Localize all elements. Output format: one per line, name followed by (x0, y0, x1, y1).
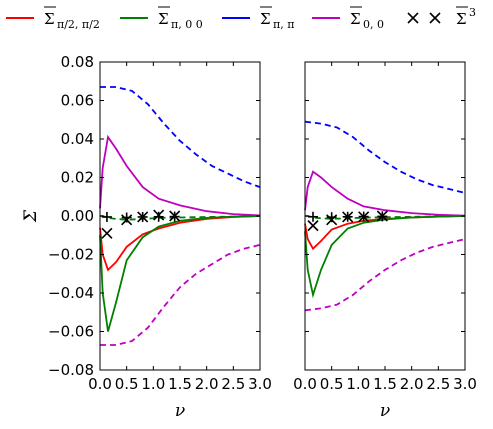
x-tick-label: 2.5 (221, 375, 245, 393)
y-tick-label: −0.06 (48, 323, 94, 341)
plus-marker (358, 211, 369, 222)
cross-stroke (307, 220, 319, 232)
plus-marker (137, 211, 148, 222)
legend-label: Σ (350, 10, 361, 28)
series-s-half-line (304, 215, 466, 251)
x-axis-label: ν (175, 401, 185, 421)
legend-label: Σ (158, 10, 169, 28)
plus-marker (121, 212, 132, 223)
y-tick-label: 0.02 (61, 169, 94, 187)
legend-label: Σ (44, 10, 55, 28)
legend-subscript: π, 0 0 (171, 18, 203, 31)
y-tick-label: 0.08 (61, 53, 94, 71)
x-tick-label: 1.0 (346, 375, 370, 393)
x-tick-label: 1.5 (373, 375, 397, 393)
x-tick-label: 2.0 (400, 375, 424, 393)
left-panel: 0.0 0.5 1.0 1.5 2.0 2.5 3.0 −0.08 −0.06 −0.04 −0.0… (21, 53, 272, 421)
legend-superscript: 3 (469, 6, 476, 19)
legend-label: Σ (260, 10, 271, 28)
x-tick-label: 0.5 (320, 375, 344, 393)
x-tick-label: 1.5 (168, 375, 192, 393)
cross-marker (101, 227, 113, 239)
cross-stroke (101, 227, 113, 239)
x-tick-label: 0.0 (88, 375, 112, 393)
x-tick-label: 0.5 (115, 375, 139, 393)
y-axis-label: Σ (21, 209, 41, 223)
plus-marker (101, 211, 112, 222)
series-s-00-line (304, 170, 466, 217)
cross-marker (307, 220, 319, 232)
plus-marker (326, 212, 337, 223)
legend-subscript: π, π (273, 18, 294, 31)
y-tick-label: 0.00 (61, 207, 94, 225)
legend-item: Σ 0, 0 (312, 6, 384, 31)
y-tick-label: −0.02 (48, 246, 94, 264)
y-tick-label: −0.08 (48, 361, 94, 379)
series-s-half-line (99, 215, 261, 272)
x-tick-label: 1.0 (141, 375, 165, 393)
y-tick-label: 0.04 (61, 130, 94, 148)
plus-marker (153, 211, 164, 222)
plus-marker (169, 211, 180, 222)
x-tick-label: 3.0 (453, 375, 477, 393)
x-axis-label: ν (380, 401, 390, 421)
legend-subscript: π/2, π/2 (57, 18, 100, 31)
legend-label: Σ (456, 10, 467, 28)
series-s-pipi-line (100, 86, 261, 188)
legend-cross (407, 12, 419, 24)
plus-marker (342, 211, 353, 222)
series-s-pipi-neg-line (100, 244, 261, 346)
series-s-pipi-neg-line (304, 238, 466, 312)
series-s-pi0-line (304, 215, 466, 299)
series-s-00-line (99, 134, 261, 217)
legend-subscript: 0, 0 (363, 18, 384, 31)
right-panel: 0.0 0.5 1.0 1.5 2.0 2.5 3.0 ν (293, 61, 477, 421)
x-tick-label: 3.0 (248, 375, 272, 393)
plus-marker (308, 211, 318, 222)
series-s-pipi-line (304, 120, 466, 194)
series-s-pi0-line (99, 215, 261, 332)
y-tick-label: 0.06 (61, 92, 94, 110)
legend-cross (429, 12, 441, 24)
plus-marker (377, 211, 388, 222)
x-tick-label: 2.0 (195, 375, 219, 393)
y-tick-label: −0.04 (48, 284, 94, 302)
x-tick-label: 0.0 (293, 375, 317, 393)
x-tick-label: 2.5 (426, 375, 450, 393)
